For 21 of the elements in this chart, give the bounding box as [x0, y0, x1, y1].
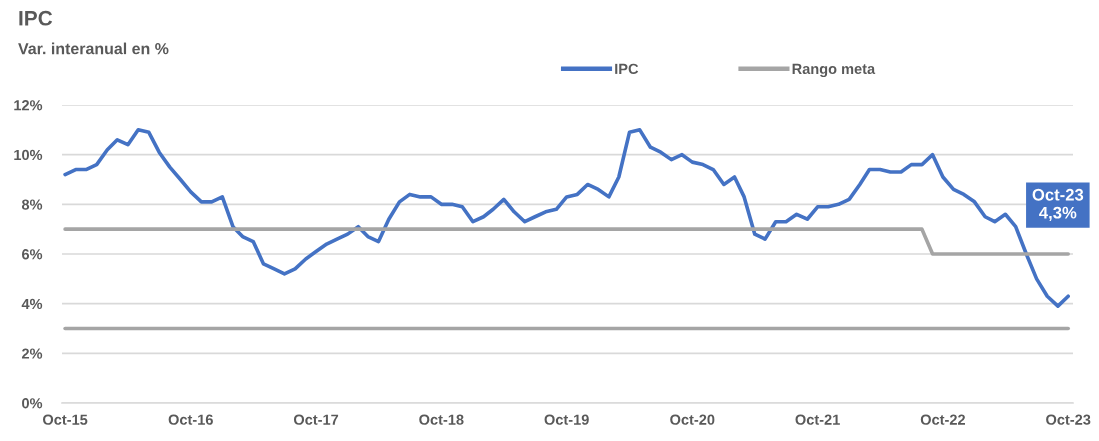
y-tick-label: 12% — [14, 100, 43, 111]
y-tick-label: 2% — [21, 348, 43, 359]
x-tick-label: Oct-18 — [419, 414, 464, 425]
annotation: Oct-23 4,3% — [1032, 188, 1084, 221]
chart-subtitle: Var. interanual en % — [18, 42, 169, 55]
x-tick-label: Oct-22 — [920, 414, 965, 425]
x-tick-label: Oct-17 — [293, 414, 339, 425]
legend-label: Rango meta — [792, 63, 876, 77]
x-tick-label: Oct-15 — [43, 414, 88, 425]
chart-title: IPC — [19, 10, 53, 26]
x-tick-label: Oct-19 — [544, 414, 589, 425]
x-tick-label: Oct-16 — [168, 414, 213, 425]
y-tick-label: 0% — [22, 398, 43, 409]
x-tick-label: Oct-21 — [795, 414, 840, 425]
legend-label: IPC — [615, 63, 639, 75]
x-tick-label: Oct-23 — [1046, 414, 1091, 425]
x-tick-label: Oct-20 — [670, 414, 715, 425]
y-tick-label: 4% — [21, 298, 43, 310]
y-tick-label: 8% — [21, 199, 43, 210]
y-tick-label: 10% — [14, 149, 43, 161]
y-tick-label: 6% — [22, 249, 43, 260]
